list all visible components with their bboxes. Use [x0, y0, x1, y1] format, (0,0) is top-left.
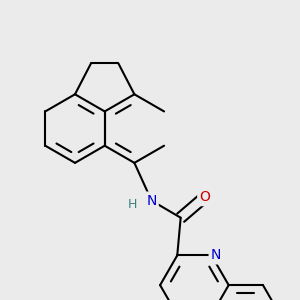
Text: O: O: [199, 190, 210, 204]
Text: H: H: [128, 198, 137, 212]
Text: H: H: [128, 198, 137, 212]
Text: N: N: [146, 194, 157, 208]
Text: N: N: [211, 248, 221, 262]
Text: N: N: [146, 194, 157, 208]
Text: O: O: [199, 190, 210, 204]
Text: N: N: [211, 248, 221, 262]
